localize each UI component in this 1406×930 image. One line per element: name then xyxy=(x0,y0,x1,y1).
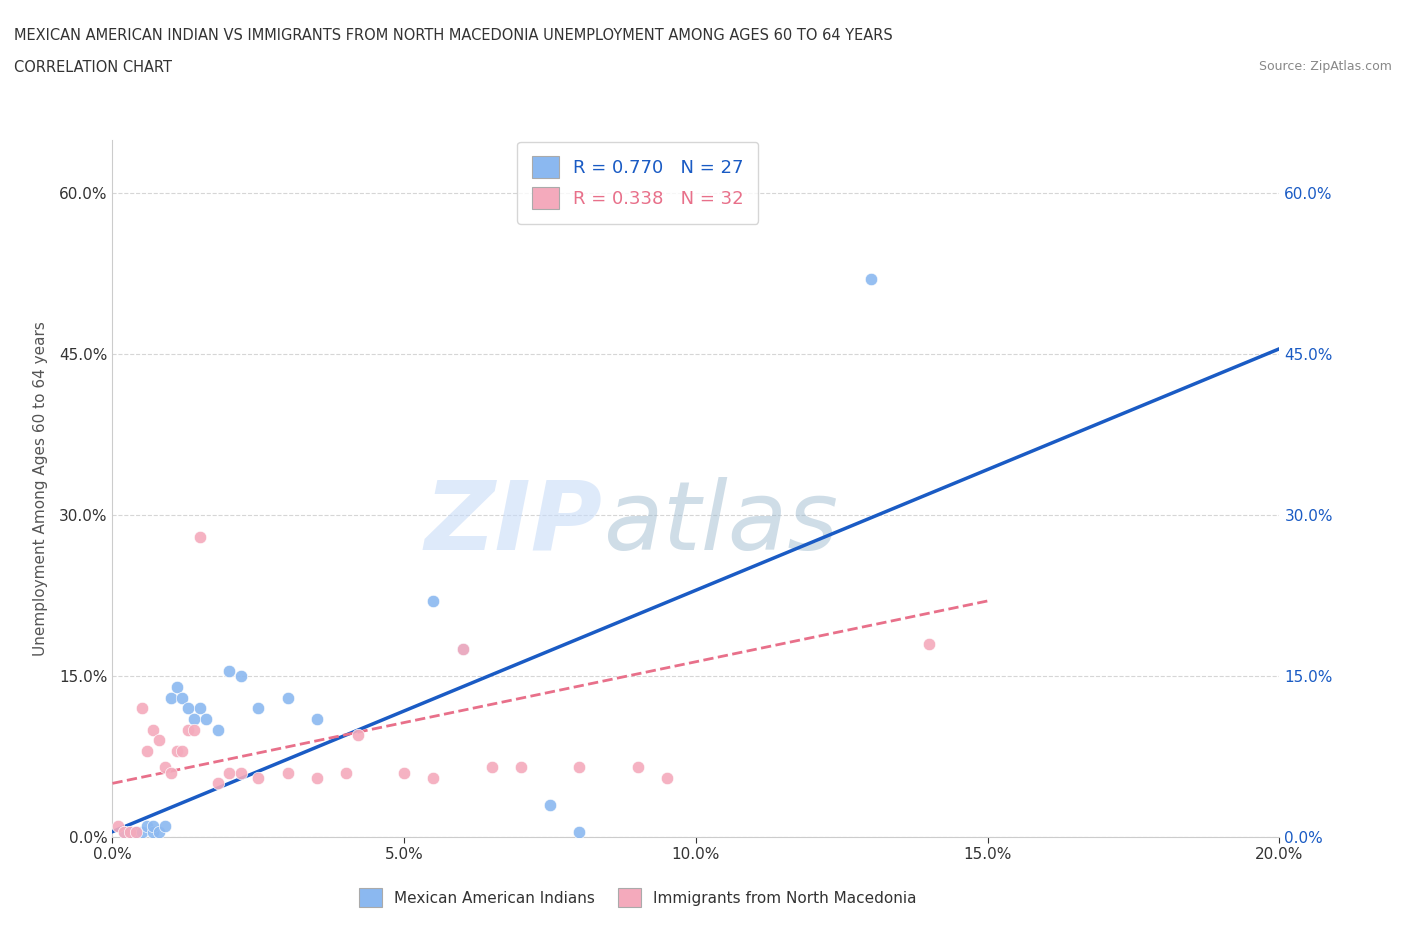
Point xyxy=(276,765,298,780)
Point xyxy=(131,701,153,716)
Point xyxy=(142,818,165,833)
Point xyxy=(118,824,141,839)
Point xyxy=(509,760,531,775)
Point xyxy=(229,669,252,684)
Point xyxy=(142,824,165,839)
Point xyxy=(183,723,205,737)
Point xyxy=(918,636,941,651)
Point xyxy=(229,765,252,780)
Point xyxy=(142,723,165,737)
Text: ZIP: ZIP xyxy=(425,476,603,569)
Point xyxy=(136,818,159,833)
Y-axis label: Unemployment Among Ages 60 to 64 years: Unemployment Among Ages 60 to 64 years xyxy=(32,321,48,656)
Point xyxy=(481,760,503,775)
Legend: Mexican American Indians, Immigrants from North Macedonia: Mexican American Indians, Immigrants fro… xyxy=(353,883,922,913)
Point xyxy=(538,797,561,812)
Point xyxy=(422,593,444,608)
Point xyxy=(166,744,188,759)
Point xyxy=(125,824,148,839)
Point xyxy=(218,663,240,678)
Point xyxy=(160,765,183,780)
Point xyxy=(160,690,183,705)
Point xyxy=(107,818,129,833)
Point xyxy=(177,701,200,716)
Point xyxy=(247,701,270,716)
Point xyxy=(305,711,328,726)
Point xyxy=(172,690,194,705)
Point xyxy=(568,760,591,775)
Point xyxy=(188,529,211,544)
Point xyxy=(451,642,474,657)
Point xyxy=(626,760,648,775)
Point xyxy=(183,711,205,726)
Point xyxy=(125,824,148,839)
Point xyxy=(112,824,135,839)
Point xyxy=(172,744,194,759)
Point xyxy=(305,771,328,786)
Point xyxy=(177,723,200,737)
Point xyxy=(335,765,357,780)
Point xyxy=(148,733,170,748)
Text: atlas: atlas xyxy=(603,476,838,569)
Point xyxy=(346,727,368,742)
Point xyxy=(218,765,240,780)
Point xyxy=(247,771,270,786)
Point xyxy=(166,679,188,694)
Point xyxy=(655,771,678,786)
Point xyxy=(392,765,416,780)
Point xyxy=(194,711,217,726)
Text: Source: ZipAtlas.com: Source: ZipAtlas.com xyxy=(1258,60,1392,73)
Point xyxy=(422,771,444,786)
Point xyxy=(153,760,176,775)
Point xyxy=(153,818,176,833)
Point xyxy=(112,824,135,839)
Point xyxy=(131,824,153,839)
Point xyxy=(136,744,159,759)
Point xyxy=(568,824,591,839)
Point xyxy=(276,690,298,705)
Point xyxy=(188,701,211,716)
Point xyxy=(207,723,229,737)
Text: CORRELATION CHART: CORRELATION CHART xyxy=(14,60,172,75)
Point xyxy=(207,776,229,790)
Point xyxy=(148,824,170,839)
Point xyxy=(451,642,474,657)
Point xyxy=(118,824,141,839)
Text: MEXICAN AMERICAN INDIAN VS IMMIGRANTS FROM NORTH MACEDONIA UNEMPLOYMENT AMONG AG: MEXICAN AMERICAN INDIAN VS IMMIGRANTS FR… xyxy=(14,28,893,43)
Point xyxy=(859,272,883,286)
